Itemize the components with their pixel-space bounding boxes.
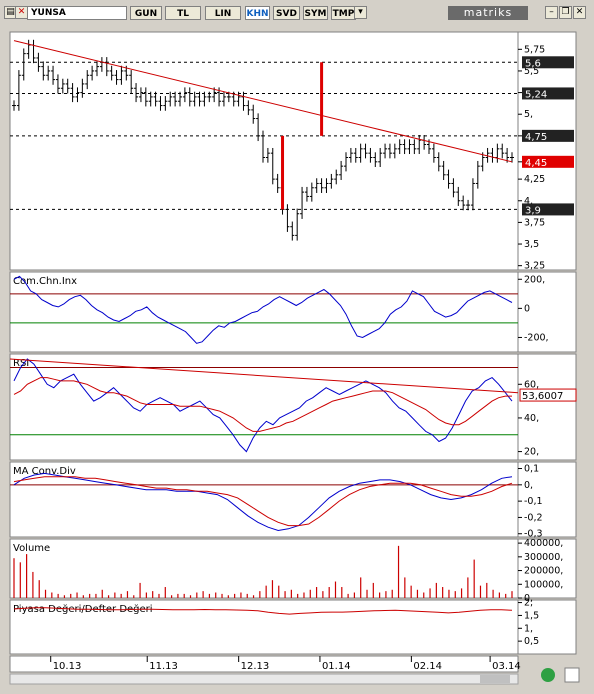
ytick-label: 0,	[524, 593, 533, 604]
rsi-value-label: 53,6007	[522, 391, 563, 402]
x-axis	[9, 655, 519, 673]
axis-panel-macd	[517, 461, 577, 538]
ytick-label: 40,	[524, 413, 539, 424]
zoom-icon[interactable]	[564, 667, 580, 683]
rsi-series-1	[13, 377, 512, 432]
ytick-label: 0,1	[524, 464, 539, 475]
gap-marker	[320, 62, 324, 136]
technical-chart[interactable]: 5,755,55,255,4,754,454,254,3,753,53,255,…	[0, 22, 594, 694]
toolbar-button-gun[interactable]: GUN	[130, 6, 162, 20]
axis-panel-rsi	[517, 353, 577, 461]
ytick-label: 200000,	[524, 566, 563, 577]
ytick-label: 300000,	[524, 552, 563, 563]
price-label: 3,9	[525, 205, 541, 216]
ytick-label: 2,	[524, 598, 533, 609]
toolbar-button-svd[interactable]: SVD	[273, 6, 300, 20]
x-tick-label: 02.14	[413, 661, 442, 672]
price-label-box	[522, 56, 574, 69]
ytick-label: 3,25	[524, 261, 545, 272]
panel-volume	[9, 538, 519, 599]
ytick-label: 0	[524, 303, 530, 314]
ytick-label: 1,	[524, 623, 533, 634]
ytick-label: 5,	[524, 109, 533, 120]
axis-panel-volume	[517, 538, 577, 599]
ytick-label: 4,	[524, 196, 533, 207]
ytick-label: -0,1	[524, 496, 543, 507]
x-tick-label: 11.13	[149, 661, 178, 672]
horizontal-scrollbar[interactable]	[9, 673, 519, 685]
ytick-label: 0,	[524, 480, 533, 491]
rsi-value-box	[519, 388, 577, 402]
price-label-box	[522, 203, 574, 216]
refresh-icon[interactable]	[541, 668, 555, 682]
x-tick-label: 12.13	[241, 661, 270, 672]
axis-panel-pbv	[517, 599, 577, 655]
ytick-label: 400000,	[524, 538, 563, 549]
toolbar-button-tl[interactable]: TL	[165, 6, 201, 20]
scrollbar-thumb[interactable]	[480, 675, 510, 683]
gap-marker	[281, 135, 285, 210]
price-label: 4,75	[525, 132, 547, 143]
ytick-label: 4,25	[524, 174, 545, 185]
ytick-label: 200,	[524, 274, 545, 285]
ytick-label: -0,2	[524, 512, 543, 523]
ytick-label: -0,3	[524, 529, 543, 540]
ytick-label: 1,5	[524, 610, 539, 621]
pbv-line	[13, 607, 513, 615]
ytick-label: 0,5	[524, 636, 539, 647]
price-label: 5,24	[525, 89, 547, 100]
price-label: 4,45	[525, 158, 547, 169]
panel-title: Volume	[13, 543, 50, 554]
panel-rsi	[9, 353, 519, 461]
dropdown-chevron-icon[interactable]: ▾	[354, 6, 367, 19]
ytick-label: 3,75	[524, 217, 545, 228]
toolbar-button-sym[interactable]: SYM	[303, 6, 328, 20]
panel-title: Com.Chn.Inx	[13, 276, 77, 287]
price-label-box	[522, 155, 574, 168]
macd-series-0	[13, 472, 513, 532]
panel-macd	[9, 461, 519, 538]
price-label-box	[522, 87, 574, 100]
rsi-series-0	[13, 358, 513, 453]
minimize-icon[interactable]: –	[545, 6, 558, 19]
restore-icon[interactable]: ❐	[559, 6, 572, 19]
axis-panel-cci	[517, 271, 577, 353]
ytick-label: 100000,	[524, 579, 563, 590]
ytick-label: -200,	[524, 332, 549, 343]
ytick-label: 3,5	[524, 239, 539, 250]
price-trendline	[13, 40, 513, 163]
toolbar-button-tmp[interactable]: TMP	[331, 6, 356, 20]
toolbar: ▤ ✕ YUNSA GUN TL LIN KHN SVD SYM TMP ▾ matriks…	[0, 0, 594, 22]
cci-line	[13, 275, 513, 344]
ytick-label: 60,	[524, 379, 539, 390]
symbol-field[interactable]: YUNSA	[27, 6, 127, 20]
panel-title: RSI	[13, 358, 29, 369]
x-tick-label: 10.13	[53, 661, 82, 672]
x-tick-label: 03.14	[492, 661, 521, 672]
toolbar-button-lin[interactable]: LIN	[205, 6, 241, 20]
panel-price	[9, 31, 519, 271]
price-label: 5,6	[525, 58, 541, 69]
price-label-box	[522, 129, 574, 142]
ytick-label: 20,	[524, 447, 539, 458]
macd-series-1	[13, 476, 513, 527]
ytick-label: 5,75	[524, 44, 545, 55]
axis-panel-price	[517, 31, 577, 271]
panel-cci	[9, 271, 519, 353]
rsi-trendline	[9, 358, 519, 394]
panel-title: MA Conv.Div	[13, 466, 76, 477]
ytick-label: 5,5	[524, 66, 539, 77]
brand-logo: matriks	[448, 6, 528, 20]
x-tick-label: 01.14	[322, 661, 351, 672]
close-window-icon[interactable]: ✕	[573, 6, 586, 19]
toolbar-button-khn[interactable]: KHN	[245, 6, 270, 20]
